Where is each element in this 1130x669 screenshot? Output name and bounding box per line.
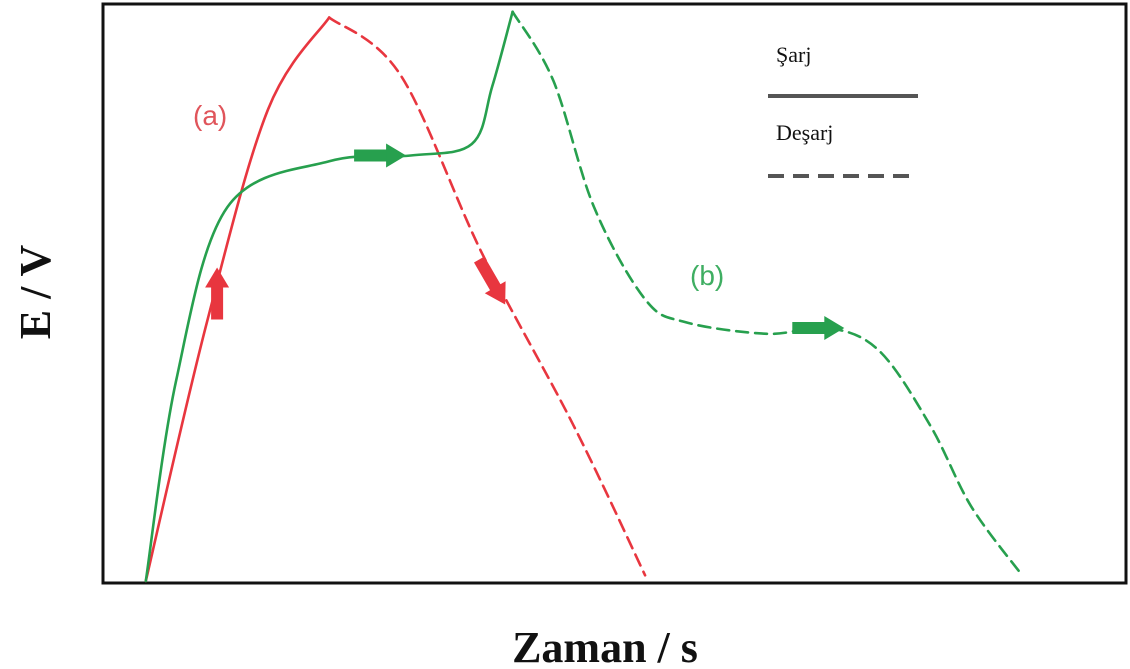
series-a-discharge-arrow (474, 256, 506, 305)
curves-layer (144, 10, 1024, 583)
series-a-discharge-line (327, 16, 647, 577)
series-b-charge-line (144, 10, 514, 583)
series-b-charge-arrow (354, 143, 407, 168)
series-a-charge-arrow (205, 267, 230, 320)
series-a-charge-line (144, 16, 331, 583)
legend: Şarj Deşarj (768, 42, 918, 178)
y-axis-title: E / V (11, 245, 60, 340)
series-b-discharge-arrow (792, 316, 845, 340)
series-label-a: (a) (193, 100, 227, 131)
plot-frame (101, 2, 1128, 585)
arrows-layer (205, 143, 845, 340)
legend-label-charge: Şarj (776, 42, 811, 67)
series-b-discharge-line (511, 10, 1024, 577)
legend-label-discharge: Deşarj (776, 120, 833, 145)
x-axis-title: Zaman / s (512, 623, 698, 669)
series-label-b: (b) (690, 260, 724, 291)
